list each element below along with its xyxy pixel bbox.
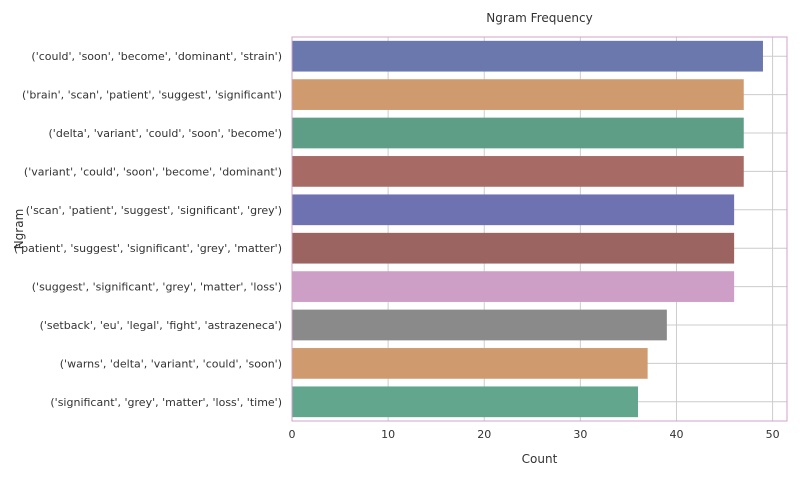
labels-layer: ('could', 'soon', 'become', 'dominant', …	[14, 50, 780, 441]
x-tick-label: 40	[669, 428, 683, 441]
bar	[292, 156, 744, 187]
y-axis-title: Ngram	[12, 209, 26, 250]
y-tick-label: ('significant', 'grey', 'matter', 'loss'…	[50, 396, 282, 409]
y-tick-label: ('delta', 'variant', 'could', 'soon', 'b…	[49, 127, 282, 140]
y-tick-label: ('patient', 'suggest', 'significant', 'g…	[14, 242, 282, 255]
bar	[292, 232, 735, 264]
y-tick-label: ('could', 'soon', 'become', 'dominant', …	[31, 50, 282, 63]
x-tick-label: 50	[766, 428, 780, 441]
x-tick-label: 0	[289, 428, 296, 441]
x-tick-label: 20	[477, 428, 491, 441]
bar	[292, 348, 648, 379]
bar	[292, 386, 639, 418]
x-tick-label: 10	[381, 428, 395, 441]
y-tick-label: ('warns', 'delta', 'variant', 'could', '…	[60, 357, 282, 370]
y-tick-label: ('suggest', 'significant', 'grey', 'matt…	[32, 281, 282, 294]
bar	[292, 309, 667, 341]
x-tick-label: 30	[573, 428, 587, 441]
y-tick-label: ('setback', 'eu', 'legal', 'fight', 'ast…	[40, 319, 282, 332]
bar	[292, 40, 763, 72]
bar	[292, 271, 735, 302]
x-axis-title: Count	[522, 452, 558, 466]
y-tick-label: ('brain', 'scan', 'patient', 'suggest', …	[22, 89, 282, 102]
bar	[292, 194, 735, 226]
chart-title: Ngram Frequency	[486, 11, 592, 25]
plot-frame	[291, 36, 788, 422]
y-tick-label: ('variant', 'could', 'soon', 'become', '…	[24, 165, 282, 178]
y-tick-label: ('scan', 'patient', 'suggest', 'signific…	[26, 204, 282, 217]
bars-layer	[292, 40, 763, 418]
bar	[292, 79, 744, 110]
bar	[292, 117, 744, 149]
